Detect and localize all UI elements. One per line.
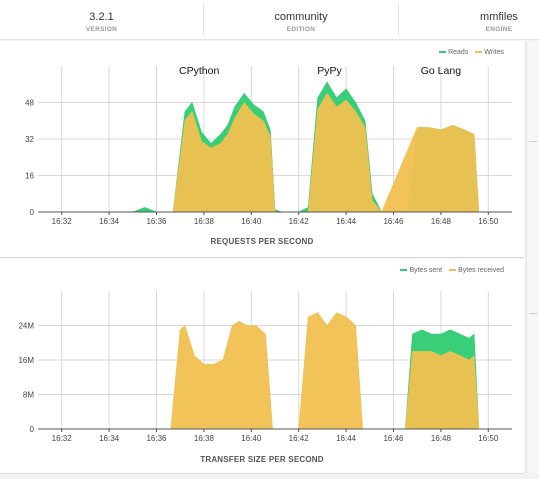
x-tick-label: 16:36 bbox=[146, 434, 167, 443]
x-tick-label: 16:50 bbox=[478, 217, 499, 226]
x-tick-label: 16:38 bbox=[194, 434, 215, 443]
stat-edition: community EDITION bbox=[204, 0, 398, 39]
x-tick-label: 16:38 bbox=[194, 217, 215, 226]
y-tick-label: 8M bbox=[23, 391, 34, 400]
stats-bar: 3.2.1 VERSION community EDITION mmfiles … bbox=[0, 0, 539, 40]
x-tick-label: 16:40 bbox=[241, 434, 262, 443]
engine-label: ENGINE bbox=[485, 26, 513, 33]
version-value: 3.2.1 bbox=[89, 11, 114, 23]
right-side-strip bbox=[526, 41, 539, 473]
transfer-panel: Bytes sent Bytes received 0 8M 16M 24M 16:32… bbox=[0, 259, 524, 474]
stat-version: 3.2.1 VERSION bbox=[0, 0, 203, 39]
x-tick-label: 16:42 bbox=[289, 434, 310, 443]
x-tick-label: 16:48 bbox=[431, 434, 452, 443]
annotation-label: Go Lang bbox=[421, 65, 461, 77]
x-tick-label: 16:34 bbox=[99, 217, 120, 226]
legend-writes: Writes bbox=[484, 49, 504, 56]
y-tick-label: 24M bbox=[18, 322, 34, 331]
edition-value: community bbox=[274, 11, 328, 23]
series-area-bytes-received bbox=[61, 312, 512, 430]
x-tick-label: 16:46 bbox=[383, 434, 404, 443]
legend-swatch-writes bbox=[475, 51, 483, 54]
annotation-label: CPython bbox=[179, 65, 219, 77]
x-tick-label: 16:44 bbox=[336, 434, 357, 443]
legend-swatch-bytes-received bbox=[449, 269, 457, 272]
x-tick-label: 16:50 bbox=[478, 434, 499, 443]
requests-chart: 0 16 32 48 16:32 16:34 16:36 16:38 16:40 16:42 16:… bbox=[25, 65, 512, 226]
y-tick-label: 0 bbox=[30, 208, 35, 217]
edition-label: EDITION bbox=[286, 26, 316, 33]
series-area-writes bbox=[61, 92, 512, 213]
x-tick-label: 16:32 bbox=[52, 434, 73, 443]
x-tick-label: 16:48 bbox=[431, 217, 452, 226]
y-tick-label: 16M bbox=[18, 356, 34, 365]
y-tick-label: 16 bbox=[25, 172, 34, 181]
legend-bytes-sent: Bytes sent bbox=[409, 267, 443, 274]
stat-engine: mmfiles ENGINE bbox=[399, 0, 539, 39]
x-tick-label: 16:40 bbox=[241, 217, 262, 226]
requests-legend[interactable]: Reads Writes bbox=[434, 49, 504, 56]
requests-panel: Reads Writes 0 16 32 48 16:32 16:34 16:36 16:38… bbox=[0, 41, 524, 258]
legend-reads: Reads bbox=[448, 49, 469, 56]
annotation-label: PyPy bbox=[317, 65, 342, 77]
y-tick-label: 48 bbox=[25, 99, 34, 108]
x-tick-label: 16:36 bbox=[146, 217, 167, 226]
transfer-legend[interactable]: Bytes sent Bytes received bbox=[395, 267, 504, 274]
x-tick-label: 16:32 bbox=[52, 217, 73, 226]
divider bbox=[203, 4, 204, 35]
legend-swatch-bytes-sent bbox=[400, 269, 408, 272]
legend-bytes-received: Bytes received bbox=[458, 267, 504, 274]
divider bbox=[398, 4, 399, 35]
engine-value: mmfiles bbox=[480, 11, 518, 23]
transfer-chart-title: TRANSFER SIZE PER SECOND bbox=[200, 455, 324, 464]
x-tick-label: 16:42 bbox=[289, 217, 310, 226]
x-tick-label: 16:46 bbox=[383, 217, 404, 226]
transfer-chart: 0 8M 16M 24M 16:32 16:34 16:36 16:38 16:40 16:42 1… bbox=[18, 291, 512, 443]
version-label: VERSION bbox=[85, 26, 118, 33]
y-tick-label: 0 bbox=[30, 425, 35, 434]
strip-mark bbox=[529, 313, 537, 314]
requests-chart-title: REQUESTS PER SECOND bbox=[210, 237, 314, 246]
x-tick-label: 16:44 bbox=[336, 217, 357, 226]
y-tick-label: 32 bbox=[25, 135, 34, 144]
legend-swatch-reads bbox=[439, 51, 447, 54]
strip-mark bbox=[529, 141, 537, 142]
x-tick-label: 16:34 bbox=[99, 434, 120, 443]
